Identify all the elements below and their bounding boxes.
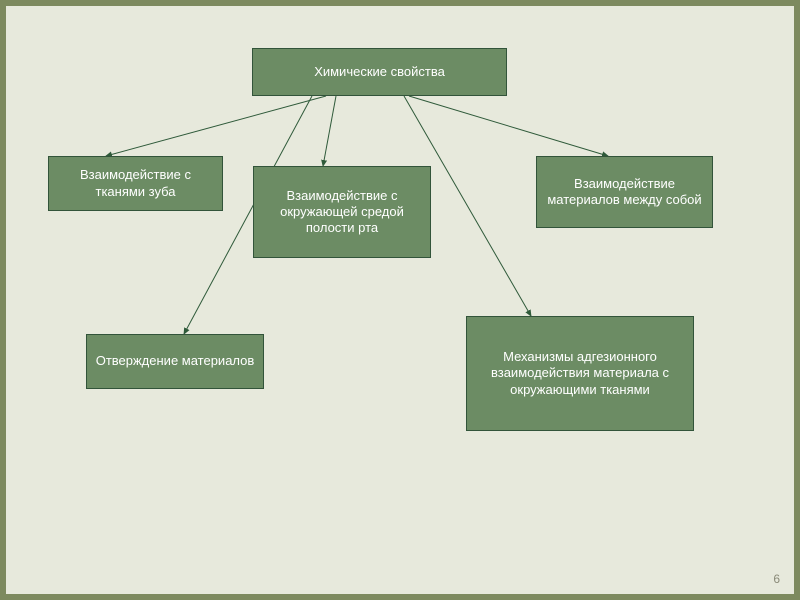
node-child-4-label: Отверждение материалов [96, 353, 255, 369]
node-child-2-label: Взаимодействие с окружающей средой полос… [262, 188, 422, 237]
node-child-1: Взаимодействие с тканями зуба [48, 156, 223, 211]
slide-number: 6 [773, 572, 780, 586]
node-child-3-label: Взаимодействие материалов между собой [545, 176, 704, 209]
node-child-4: Отверждение материалов [86, 334, 264, 389]
node-child-5-label: Механизмы адгезионного взаимодействия ма… [475, 349, 685, 398]
slide-outer: Химические свойства Взаимодействие с тка… [0, 0, 800, 600]
node-child-2: Взаимодействие с окружающей средой полос… [253, 166, 431, 258]
node-root: Химические свойства [252, 48, 507, 96]
node-child-3: Взаимодействие материалов между собой [536, 156, 713, 228]
slide-inner: Химические свойства Взаимодействие с тка… [6, 6, 794, 594]
node-root-label: Химические свойства [314, 64, 445, 80]
node-child-5: Механизмы адгезионного взаимодействия ма… [466, 316, 694, 431]
node-child-1-label: Взаимодействие с тканями зуба [57, 167, 214, 200]
